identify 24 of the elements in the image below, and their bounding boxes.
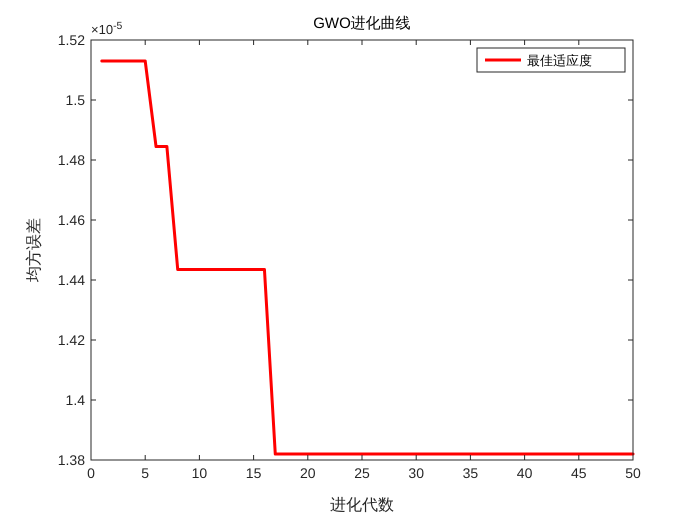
legend-label: 最佳适应度 [527, 53, 592, 68]
text: ×10$^{-5}$ [91, 20, 123, 37]
y-tick-label: 1.38 [58, 452, 86, 468]
x-tick-label: 5 [141, 465, 150, 481]
y-tick-label: 1.52 [58, 32, 86, 48]
x-tick-label: 45 [571, 465, 587, 481]
y-tick-label: 1.46 [58, 212, 86, 228]
x-tick-label: 50 [625, 465, 641, 481]
x-axis-title: 进化代数 [330, 496, 394, 514]
x-tick-label: 35 [462, 465, 478, 481]
y-axis-title: 均方误差 [25, 218, 43, 283]
x-tick-label: 15 [246, 465, 262, 481]
x-tick-label: 25 [354, 465, 370, 481]
x-tick-label: 30 [408, 465, 424, 481]
y-tick-label: 1.42 [58, 332, 86, 348]
x-tick-label: 40 [516, 465, 533, 481]
chart-title: GWO进化曲线 [313, 15, 411, 32]
x-tick-label: 0 [87, 465, 96, 481]
y-tick-label: 1.5 [66, 92, 86, 108]
x-tick-label: 20 [300, 465, 316, 481]
y-tick-label: 1.44 [58, 272, 86, 288]
x-tick-label: 10 [192, 465, 208, 481]
y-tick-label: 1.48 [58, 152, 86, 168]
y-tick-label: 1.4 [66, 392, 86, 408]
